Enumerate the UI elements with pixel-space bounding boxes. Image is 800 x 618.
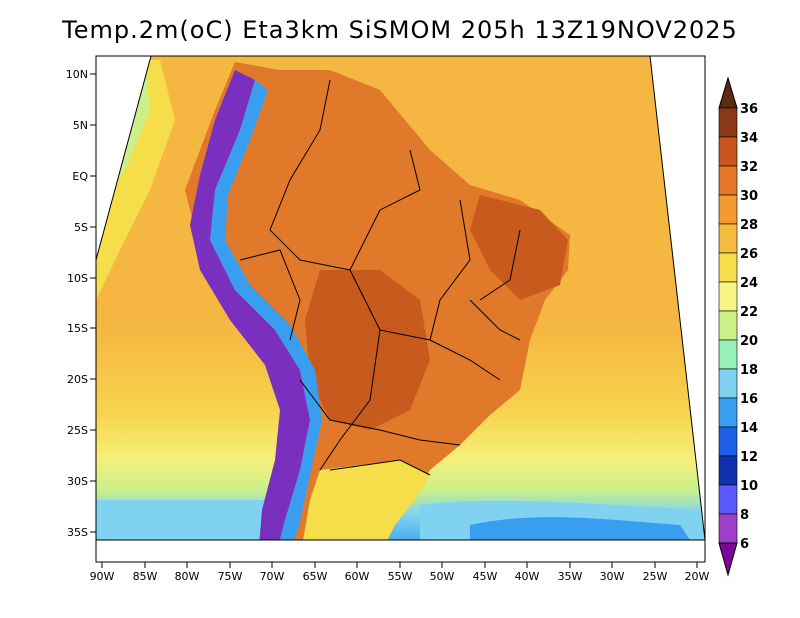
colorbar-swatch xyxy=(718,136,738,167)
andes-mid-strip xyxy=(210,80,322,540)
x-axis: 90W 85W 80W 75W 70W 65W 60W 55W 50W 45W … xyxy=(90,562,710,583)
x-tick-label: 55W xyxy=(388,570,413,583)
colorbar-swatch xyxy=(718,397,738,428)
x-tick-label: 90W xyxy=(90,570,115,583)
colorbar-swatch xyxy=(718,368,738,399)
colorbar-swatch xyxy=(718,455,738,486)
y-tick-label: 30S xyxy=(67,475,88,488)
colorbar-label: 20 xyxy=(740,334,758,349)
colorbar-swatch xyxy=(718,281,738,312)
x-tick-label: 25W xyxy=(643,570,668,583)
y-tick-label: 10N xyxy=(66,68,88,81)
colorbar-swatch xyxy=(718,223,738,254)
x-tick-label: 30W xyxy=(600,570,625,583)
colorbar-label: 18 xyxy=(740,363,758,378)
northeast-hot xyxy=(470,195,568,300)
y-tick-label: 35S xyxy=(67,526,88,539)
colorbar-swatch xyxy=(718,252,738,283)
brazil-hot-core xyxy=(305,270,430,430)
y-tick-label: 25S xyxy=(67,424,88,437)
colorbar-label: 10 xyxy=(740,479,758,494)
x-tick-label: 85W xyxy=(133,570,158,583)
y-tick-label: 10S xyxy=(67,272,88,285)
x-tick-label: 70W xyxy=(260,570,285,583)
temperature-field xyxy=(96,56,705,540)
colorbar-label: 22 xyxy=(740,305,758,320)
colorbar-label: 8 xyxy=(740,508,749,523)
x-tick-label: 35W xyxy=(558,570,583,583)
x-tick-label: 75W xyxy=(218,570,243,583)
colorbar-swatch xyxy=(718,310,738,341)
x-tick-label: 80W xyxy=(175,570,200,583)
south-atlantic-colder xyxy=(470,517,690,540)
y-tick-label: 15S xyxy=(67,322,88,335)
colorbar-label: 14 xyxy=(740,421,758,436)
colorbar-label: 6 xyxy=(740,537,749,552)
colorbar-swatch xyxy=(718,107,738,138)
colorbar-label: 32 xyxy=(740,160,758,175)
colorbar-label: 12 xyxy=(740,450,758,465)
colorbar-label: 16 xyxy=(740,392,758,407)
colorbar: 36 34 32 30 28 26 24 22 20 18 16 14 12 1… xyxy=(718,76,758,577)
colorbar-top-arrow xyxy=(718,76,738,109)
y-tick-label: 20S xyxy=(67,373,88,386)
x-tick-label: 50W xyxy=(430,570,455,583)
colorbar-swatch xyxy=(718,165,738,196)
colorbar-label: 34 xyxy=(740,131,758,146)
southern-cone-cool xyxy=(300,460,430,540)
y-tick-label: 5S xyxy=(74,221,88,234)
country-borders xyxy=(239,79,521,476)
x-tick-label: 45W xyxy=(473,570,498,583)
y-tick-label: 5N xyxy=(73,119,88,132)
colorbar-label: 24 xyxy=(740,276,758,291)
colorbar-label: 26 xyxy=(740,247,758,262)
colorbar-swatch xyxy=(718,484,738,515)
colorbar-swatch xyxy=(718,194,738,225)
colorbar-label: 30 xyxy=(740,189,758,204)
colorbar-swatch xyxy=(718,513,738,544)
x-tick-label: 20W xyxy=(685,570,710,583)
colorbar-swatch xyxy=(718,426,738,457)
x-tick-label: 60W xyxy=(345,570,370,583)
map-title: Temp.2m(oC) Eta3km SiSMOM 205h 13Z19NOV2… xyxy=(62,16,738,44)
andes-cold-strip xyxy=(190,70,310,540)
colorbar-label: 28 xyxy=(740,218,758,233)
x-tick-label: 65W xyxy=(303,570,328,583)
x-tick-label: 40W xyxy=(515,570,540,583)
y-tick-label: EQ xyxy=(72,170,88,183)
colorbar-label: 36 xyxy=(740,102,758,117)
y-axis: 10N 5N EQ 5S 10S 15S 20S 25S 30S 35S xyxy=(66,68,96,539)
colorbar-bottom-arrow xyxy=(718,542,738,577)
colorbar-swatch xyxy=(718,339,738,370)
